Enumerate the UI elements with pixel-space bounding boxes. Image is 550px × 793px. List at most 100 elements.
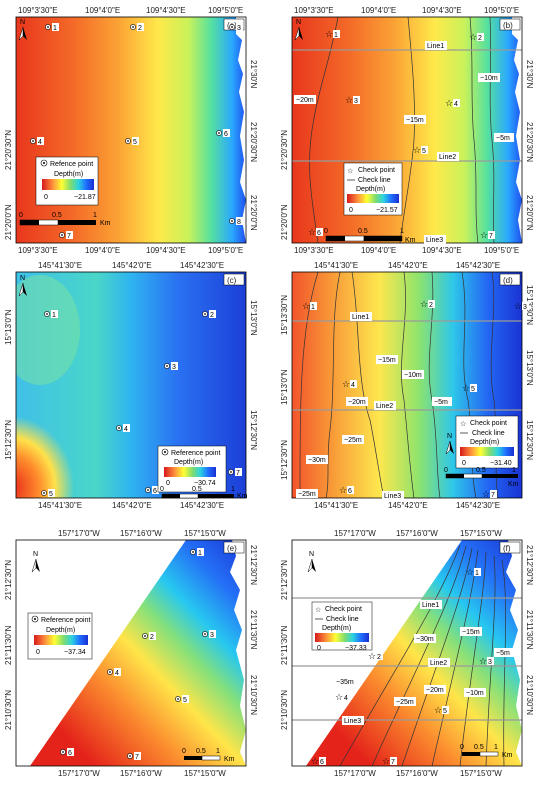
contours-f [339, 544, 506, 766]
reference-point-dot [118, 427, 120, 429]
point-label: 5 [443, 708, 447, 715]
point-label: 4 [38, 139, 42, 146]
point-label: 4 [454, 101, 458, 108]
legend-c-marker: Reference point [171, 450, 220, 457]
d-left-tick-1: 15°13'30"N [280, 295, 289, 335]
c-right-tick-2: 15°12'30"N [249, 410, 258, 450]
point-label-background [350, 380, 357, 388]
scale-e-2: 1 [216, 748, 220, 755]
scale-a-unit: Km [100, 220, 111, 227]
b-point-1: ☆ 1 [325, 30, 340, 40]
line-labels: Line1 Line2 Line3 −20m −15m −10m −5m Lin… [294, 41, 514, 725]
d-contour-3: −20m [348, 399, 366, 406]
point-label-background [428, 300, 435, 308]
reference-point-dot [129, 755, 131, 757]
d-right-tick-2: 15°13'0"N [525, 350, 534, 386]
c-point-3: 3 [164, 362, 178, 371]
point-label-background [182, 695, 189, 703]
c-point-5: 5 [41, 489, 55, 498]
north-arrow-icon: N [294, 19, 303, 41]
c-bottom-tick-2: 145°42'0"E [112, 501, 152, 510]
legend-a: Refence point Depth(m) 0 −21.87 [35, 156, 99, 206]
d-point-6: ☆ 6 [339, 486, 354, 496]
e-left-tick-2: 21°11'30"N [4, 625, 13, 665]
d-left-tick-3: 15°12'30"N [280, 440, 289, 480]
c-top-tick-2: 145°42'0"E [112, 261, 152, 270]
point-label-background [52, 23, 59, 31]
b-bottom-tick-4: 109°5'0"E [484, 246, 519, 255]
point-label: 2 [478, 35, 482, 42]
b-bottom-tick-1: 109°3'30"E [294, 246, 334, 255]
d-point-4: ☆ 4 [342, 380, 357, 390]
f-line-3: Line3 [344, 718, 361, 725]
d-point-2: ☆ 2 [420, 300, 435, 310]
point-label: 5 [49, 491, 53, 498]
point-label-background [236, 23, 243, 31]
point-label: 1 [311, 304, 315, 311]
point-label-background [235, 468, 242, 476]
e-right-tick-3: 21°10'30"N [249, 675, 258, 715]
b-contour-3: −10m [480, 75, 498, 82]
legend-f-ramp [315, 633, 369, 642]
e-bottom-tick-2: 157°16'0"W [120, 769, 162, 778]
reference-point-dot [231, 220, 233, 222]
f-bottom-tick-2: 157°16'0"W [396, 769, 438, 778]
panel-e [15, 539, 247, 767]
d-bottom-tick-1: 145°41'30"E [314, 501, 358, 510]
legend-a-ramp [42, 179, 94, 190]
north-arrow-icon: N [445, 433, 454, 455]
frame-d [291, 271, 523, 499]
b-top-tick-2: 109°4'0"E [361, 6, 396, 15]
a-point-8: 8 [229, 217, 243, 226]
legend-e-min: 0 [36, 649, 40, 656]
b-line-2: Line2 [439, 154, 456, 161]
check-point-icon: ☆ [466, 568, 474, 578]
legend-a-min: 0 [44, 194, 48, 201]
c-point-7: 7 [228, 468, 242, 477]
point-label-background [209, 630, 216, 638]
north-arrow-icon: N [18, 275, 27, 297]
check-point-icon: ☆ [368, 652, 376, 662]
depth-raster-f [306, 540, 522, 766]
reference-point-dot [47, 26, 49, 28]
check-point-icon: ☆ [339, 486, 347, 496]
north-arrow-icon: N [31, 551, 40, 573]
point-label: 1 [475, 570, 479, 577]
b-line-3: Line3 [426, 237, 443, 244]
point-label-background [223, 129, 230, 137]
c-point-6: 6 [145, 486, 159, 495]
check-lines-f [292, 597, 522, 721]
legend-b-max: −21.57 [376, 207, 398, 214]
b-top-tick-3: 109°4'30"E [422, 6, 462, 15]
reference-point-dot [61, 234, 63, 236]
legend-d-ramp [460, 447, 514, 456]
c-point-1: 1 [44, 310, 58, 319]
point-label: 1 [53, 25, 57, 32]
legend-c-ramp [164, 467, 216, 477]
f-contour-3: −25m [396, 699, 414, 706]
f-contour-7: −5m [496, 650, 510, 657]
scale-b-2: 1 [400, 228, 404, 235]
check-point-icon: ☆ [434, 706, 442, 716]
panel-tag-d: (d) [503, 276, 513, 285]
scale-b-unit: Km [405, 237, 416, 244]
point-label: 3 [523, 304, 527, 311]
e-point-6: 6 [60, 748, 74, 757]
scale-f-0: 0 [460, 744, 464, 751]
point-label: 5 [183, 697, 187, 704]
check-point-icon: ☆ [413, 146, 421, 156]
north-arrow-icon: N [18, 19, 27, 41]
point-label-background [347, 486, 354, 494]
f-right-tick-1: 21°12'30"N [525, 545, 534, 585]
d-top-tick-1: 145°41'30"E [314, 261, 358, 270]
scale-b-1: 0.5 [358, 228, 368, 235]
point-label: 6 [320, 759, 324, 766]
c-right-tick-1: 15°13'0"N [249, 300, 258, 336]
a-top-tick-3: 109°4'30"E [146, 6, 186, 15]
north-arrow-icon: N [307, 551, 316, 573]
c-left-tick-1: 15°13'0"N [4, 309, 13, 345]
e-point-4: 4 [107, 668, 121, 677]
reference-point-dot [32, 140, 34, 142]
a-point-5: 5 [125, 137, 139, 146]
d-right-tick-3: 15°12'30"N [525, 420, 534, 460]
